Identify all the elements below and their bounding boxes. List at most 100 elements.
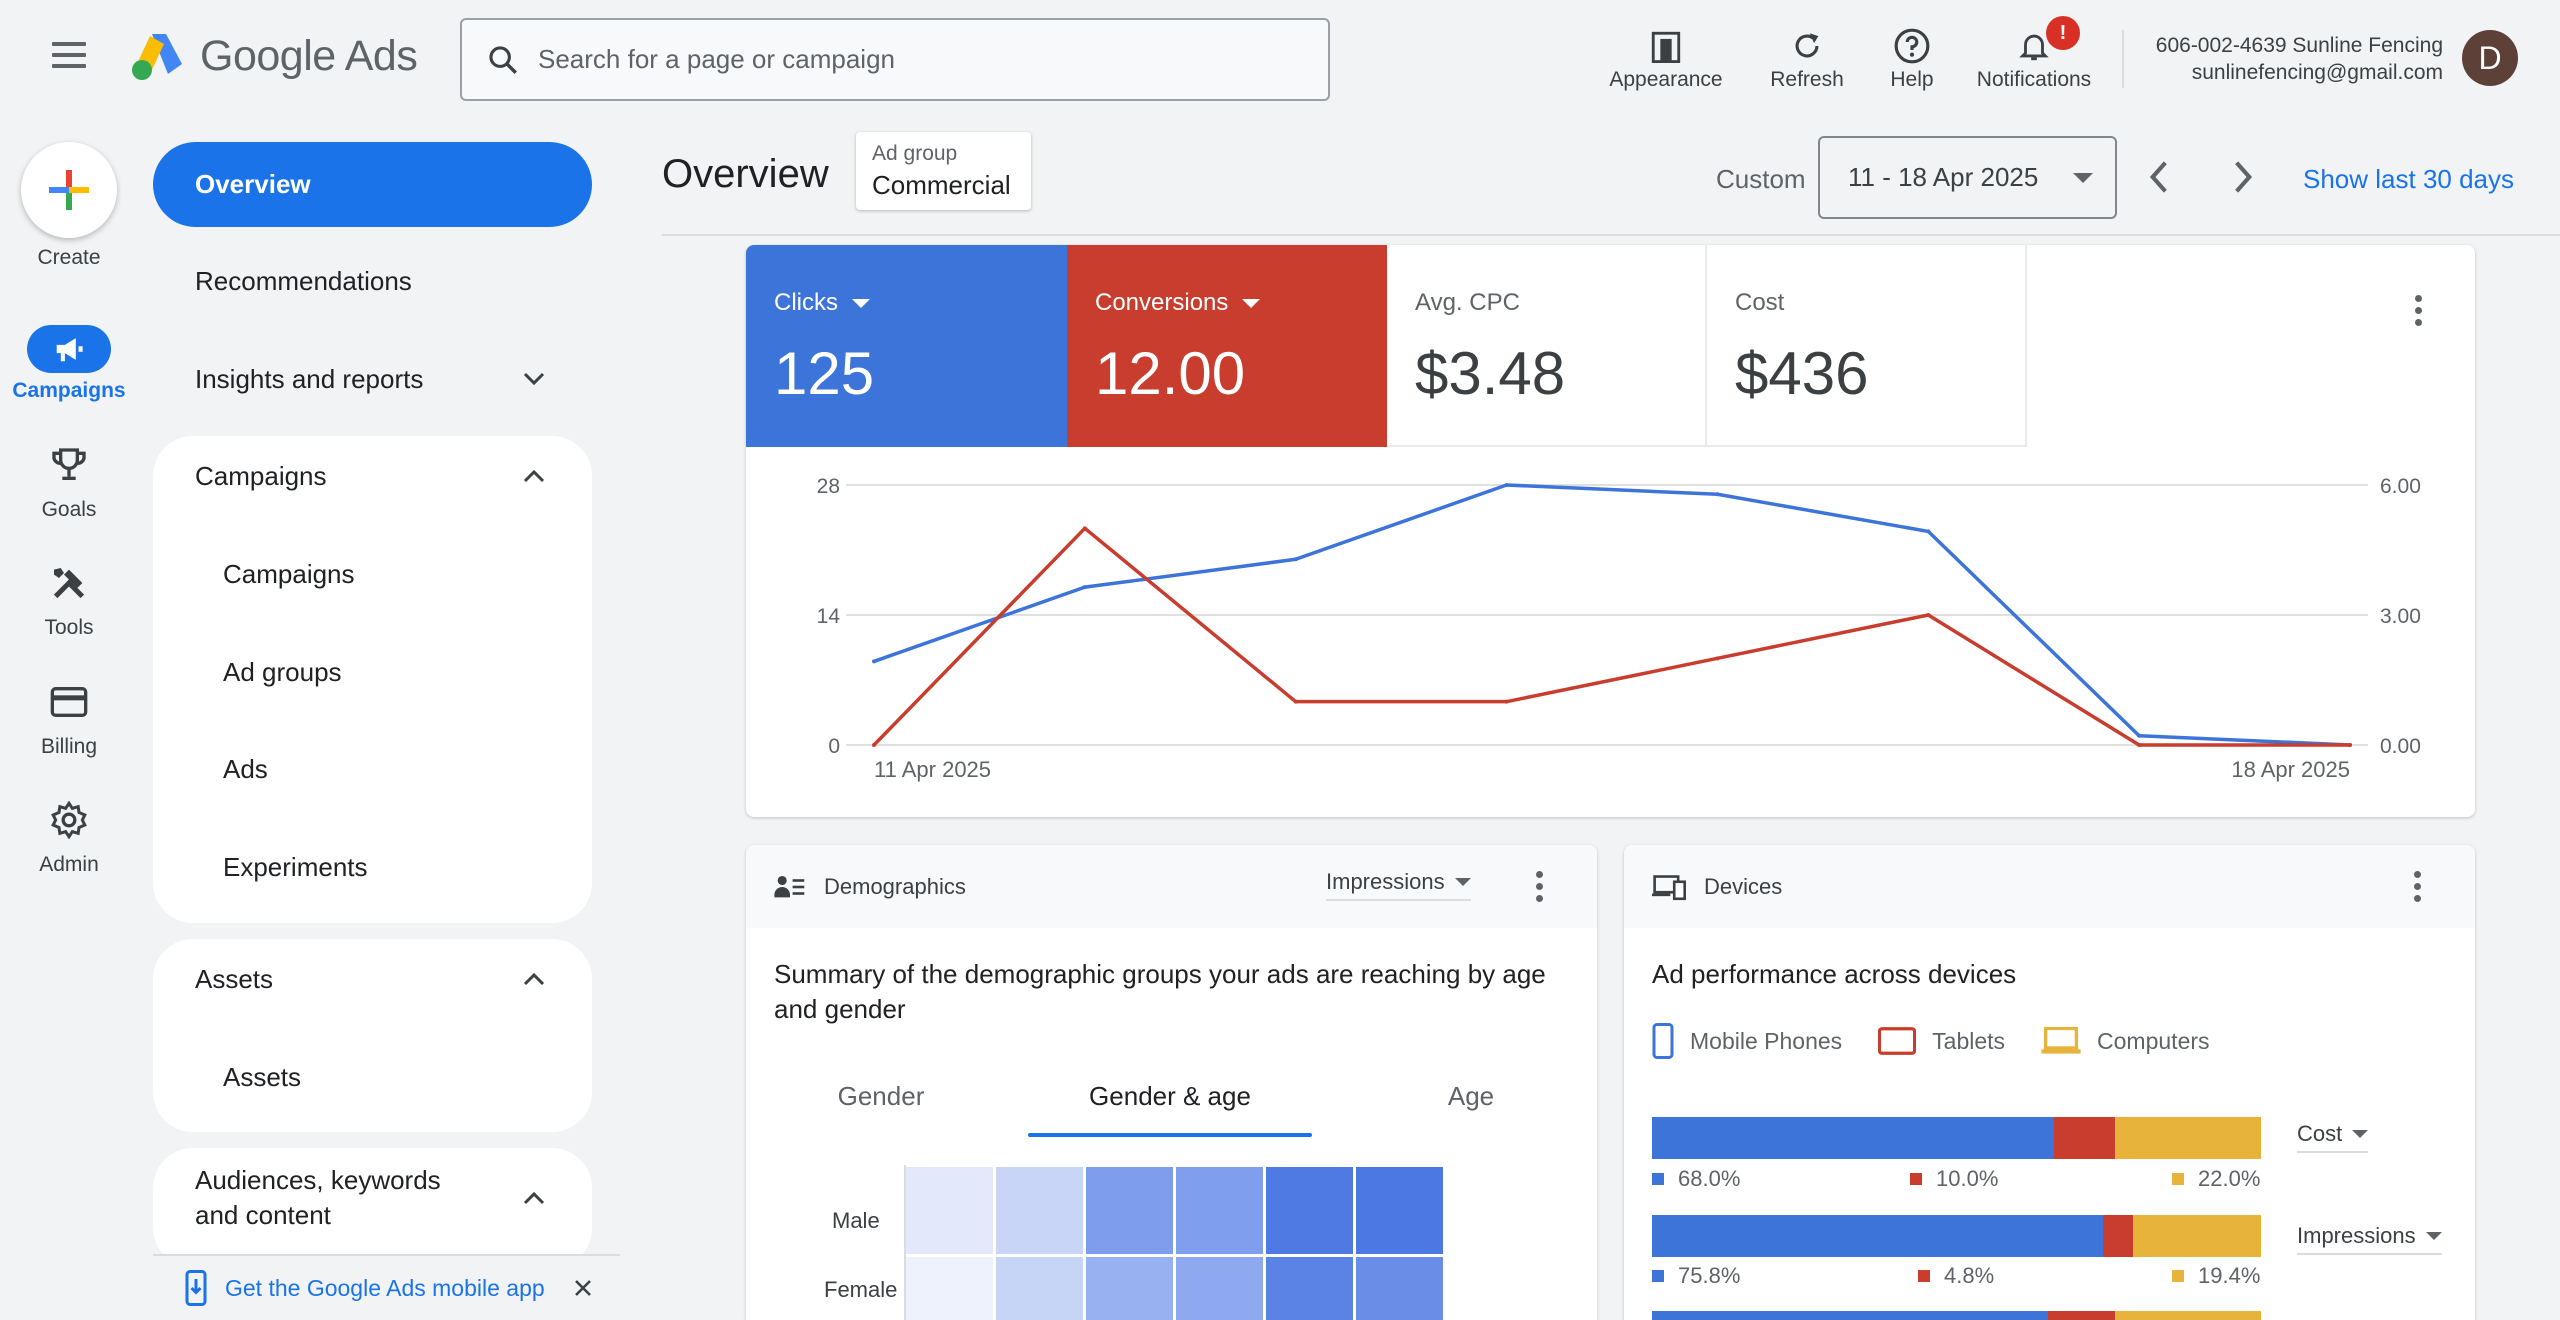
account-info[interactable]: 606-002-4639 Sunline Fencing sunlinefenc… [2156,32,2443,86]
heatmap-cell[interactable] [1176,1257,1263,1320]
metric-avg-cpc-value: $3.48 [1415,340,1566,407]
nav-assets-header[interactable]: Assets [153,939,592,1019]
device-bar-cost[interactable] [1652,1117,2261,1159]
heatmap-cell[interactable] [996,1167,1083,1254]
data-point [872,659,876,664]
legend-item[interactable]: Mobile Phones [1652,1023,1842,1059]
rail-billing-label: Billing [40,735,98,758]
heatmap-cell[interactable] [906,1167,993,1254]
trophy-icon [52,448,86,480]
tab-gender[interactable]: Gender [837,1081,925,1111]
nav-insights[interactable]: Insights and reports [153,339,592,419]
device-bar-clicks[interactable] [1652,1311,2261,1320]
device-bar-impressions[interactable] [1652,1215,2261,1257]
heatmap-cell[interactable] [1176,1167,1263,1254]
notification-badge: ! [2046,16,2080,50]
tab-gender-age[interactable]: Gender & age [1089,1081,1251,1111]
mobile-phone-icon [1652,1023,1674,1059]
heatmap-row-label: Female [824,1277,898,1302]
metric-conversions[interactable]: Conversions 12.00 [1067,245,1387,447]
more-options-icon[interactable] [1536,871,1544,907]
devices-metric-dropdown-2[interactable]: Impressions [2297,1223,2442,1255]
nav-campaigns[interactable]: Campaigns [153,534,592,614]
google-ads-logo[interactable]: Google Ads [130,30,418,82]
demographics-title: Demographics [824,873,966,899]
rail-billing[interactable]: Billing [0,675,138,759]
bar-segment-tablets [2047,1311,2115,1320]
nav-ad-groups-label: Ad groups [223,656,342,687]
tab-age[interactable]: Age [1447,1081,1495,1111]
heatmap-cell[interactable] [1356,1257,1443,1320]
data-point [1504,699,1509,704]
adgroup-value: Commercial [872,170,1011,200]
nav-ads[interactable]: Ads [153,729,592,809]
nav-recommendations[interactable]: Recommendations [153,241,592,321]
refresh-button[interactable]: Refresh [1764,12,1850,92]
y-tick-label-left: 28 [817,475,840,498]
date-range-selector[interactable]: 11 - 18 Apr 2025 [1818,136,2117,219]
nav-ad-groups[interactable]: Ad groups [153,632,592,712]
metric-avg-cpc[interactable]: Avg. CPC $3.48 [1387,245,1707,447]
avatar[interactable]: D [2462,30,2518,86]
metric-cost-label: Cost [1735,289,1785,316]
date-mode-label: Custom [1716,164,1806,194]
appearance-button[interactable]: Appearance [1606,12,1726,92]
demographics-metric-dropdown[interactable]: Impressions [1326,869,1471,901]
nav-assets[interactable]: Assets [153,1037,592,1117]
nav-recommendations-label: Recommendations [195,265,412,296]
search-box[interactable] [460,18,1330,101]
demographics-header: Demographics Impressions [746,845,1597,928]
data-point [1504,483,1509,487]
metric-clicks[interactable]: Clicks 125 [746,245,1067,447]
heatmap-cell[interactable] [996,1257,1083,1320]
rail-campaigns[interactable]: Campaigns [0,325,138,403]
search-icon [489,45,517,74]
menu-icon[interactable] [52,42,86,68]
heatmap-cell[interactable] [1266,1167,1353,1254]
chevron-right-icon[interactable] [2230,158,2256,196]
heatmap-cell[interactable] [1356,1167,1443,1254]
help-button[interactable]: Help [1886,12,1938,92]
rail-tools[interactable]: Tools [0,556,138,640]
account-email: sunlinefencing@gmail.com [2191,61,2443,84]
pct-mobile: 68.0% [1678,1166,1741,1191]
nav-overview[interactable]: Overview [153,142,592,227]
data-point [2137,743,2142,747]
more-options-icon[interactable] [2415,295,2423,331]
chevron-left-icon[interactable] [2146,158,2172,196]
dropdown-caret-icon [2073,173,2093,183]
heatmap-cell[interactable] [906,1257,993,1320]
help-icon [1894,28,1930,64]
dropdown-caret-icon [852,298,870,308]
devices-metric-dropdown-1[interactable]: Cost [2297,1121,2369,1153]
adgroup-selector[interactable]: Ad group Commercial [856,132,1031,210]
rail-admin[interactable]: Admin [0,793,138,877]
nav-experiments[interactable]: Experiments [153,827,592,907]
data-point [1082,526,1087,531]
heatmap-cell[interactable] [1086,1167,1173,1254]
rail-goals[interactable]: Goals [0,438,138,522]
legend-item[interactable]: Tablets [1878,1027,2005,1055]
devices-metric1-value: Cost [2297,1121,2343,1146]
mobile-app-link[interactable]: Get the Google Ads mobile app [225,1274,545,1301]
nav-audiences-header[interactable]: Audiences, keywords and content [153,1148,592,1248]
tab-active-indicator [1028,1133,1312,1137]
metric-cost[interactable]: Cost $436 [1707,245,2027,447]
heatmap-cell[interactable] [1086,1257,1173,1320]
devices-header: Devices [1624,845,2475,928]
nav-campaigns-header[interactable]: Campaigns [153,436,592,516]
rail-admin-label: Admin [39,853,99,876]
bar-segment-computers [2114,1117,2261,1159]
more-options-icon[interactable] [2414,871,2422,907]
google-ads-logo-icon [132,34,182,80]
notifications-button[interactable]: Notifications ! [1970,12,2098,92]
metric-conversions-label: Conversions [1095,289,1229,316]
search-input[interactable] [538,44,1298,75]
create-button[interactable]: Create [0,142,138,270]
heatmap-cell[interactable] [1266,1257,1353,1320]
close-icon[interactable] [573,1278,593,1298]
device-pct-row: 75.8% 4.8% 19.4% [1652,1263,2261,1291]
show-last-30-days-link[interactable]: Show last 30 days [2303,164,2515,194]
legend-item[interactable]: Computers [2041,1027,2210,1055]
data-point [1082,585,1087,590]
